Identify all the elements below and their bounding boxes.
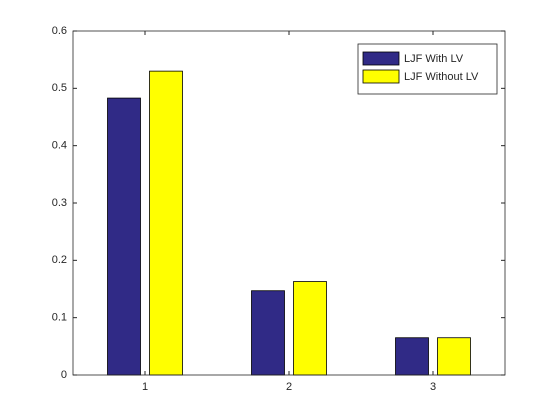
bar	[395, 337, 429, 376]
bar	[293, 281, 327, 376]
y-tick-label: 0.3	[52, 197, 67, 209]
y-tick-label: 0.6	[52, 25, 67, 37]
bar	[107, 97, 141, 376]
y-tick-label: 0.5	[52, 82, 67, 94]
y-tick-label: 0.4	[52, 140, 67, 152]
y-tick-label: 0.2	[52, 254, 67, 266]
y-tick-label: 0.1	[52, 312, 67, 324]
y-tick-label: 0	[61, 369, 67, 381]
x-tick-label: 1	[142, 381, 148, 393]
bar	[437, 337, 471, 376]
legend-label: LJF Without LV	[404, 71, 479, 83]
bar	[149, 70, 183, 376]
bar	[251, 290, 285, 376]
x-tick-label: 2	[286, 381, 292, 393]
legend-label: LJF With LV	[404, 53, 464, 65]
legend-swatch	[362, 69, 400, 84]
legend-swatch	[362, 51, 400, 66]
legend-box	[357, 43, 498, 95]
x-tick-label: 3	[430, 381, 436, 393]
axes-box	[72, 30, 506, 376]
